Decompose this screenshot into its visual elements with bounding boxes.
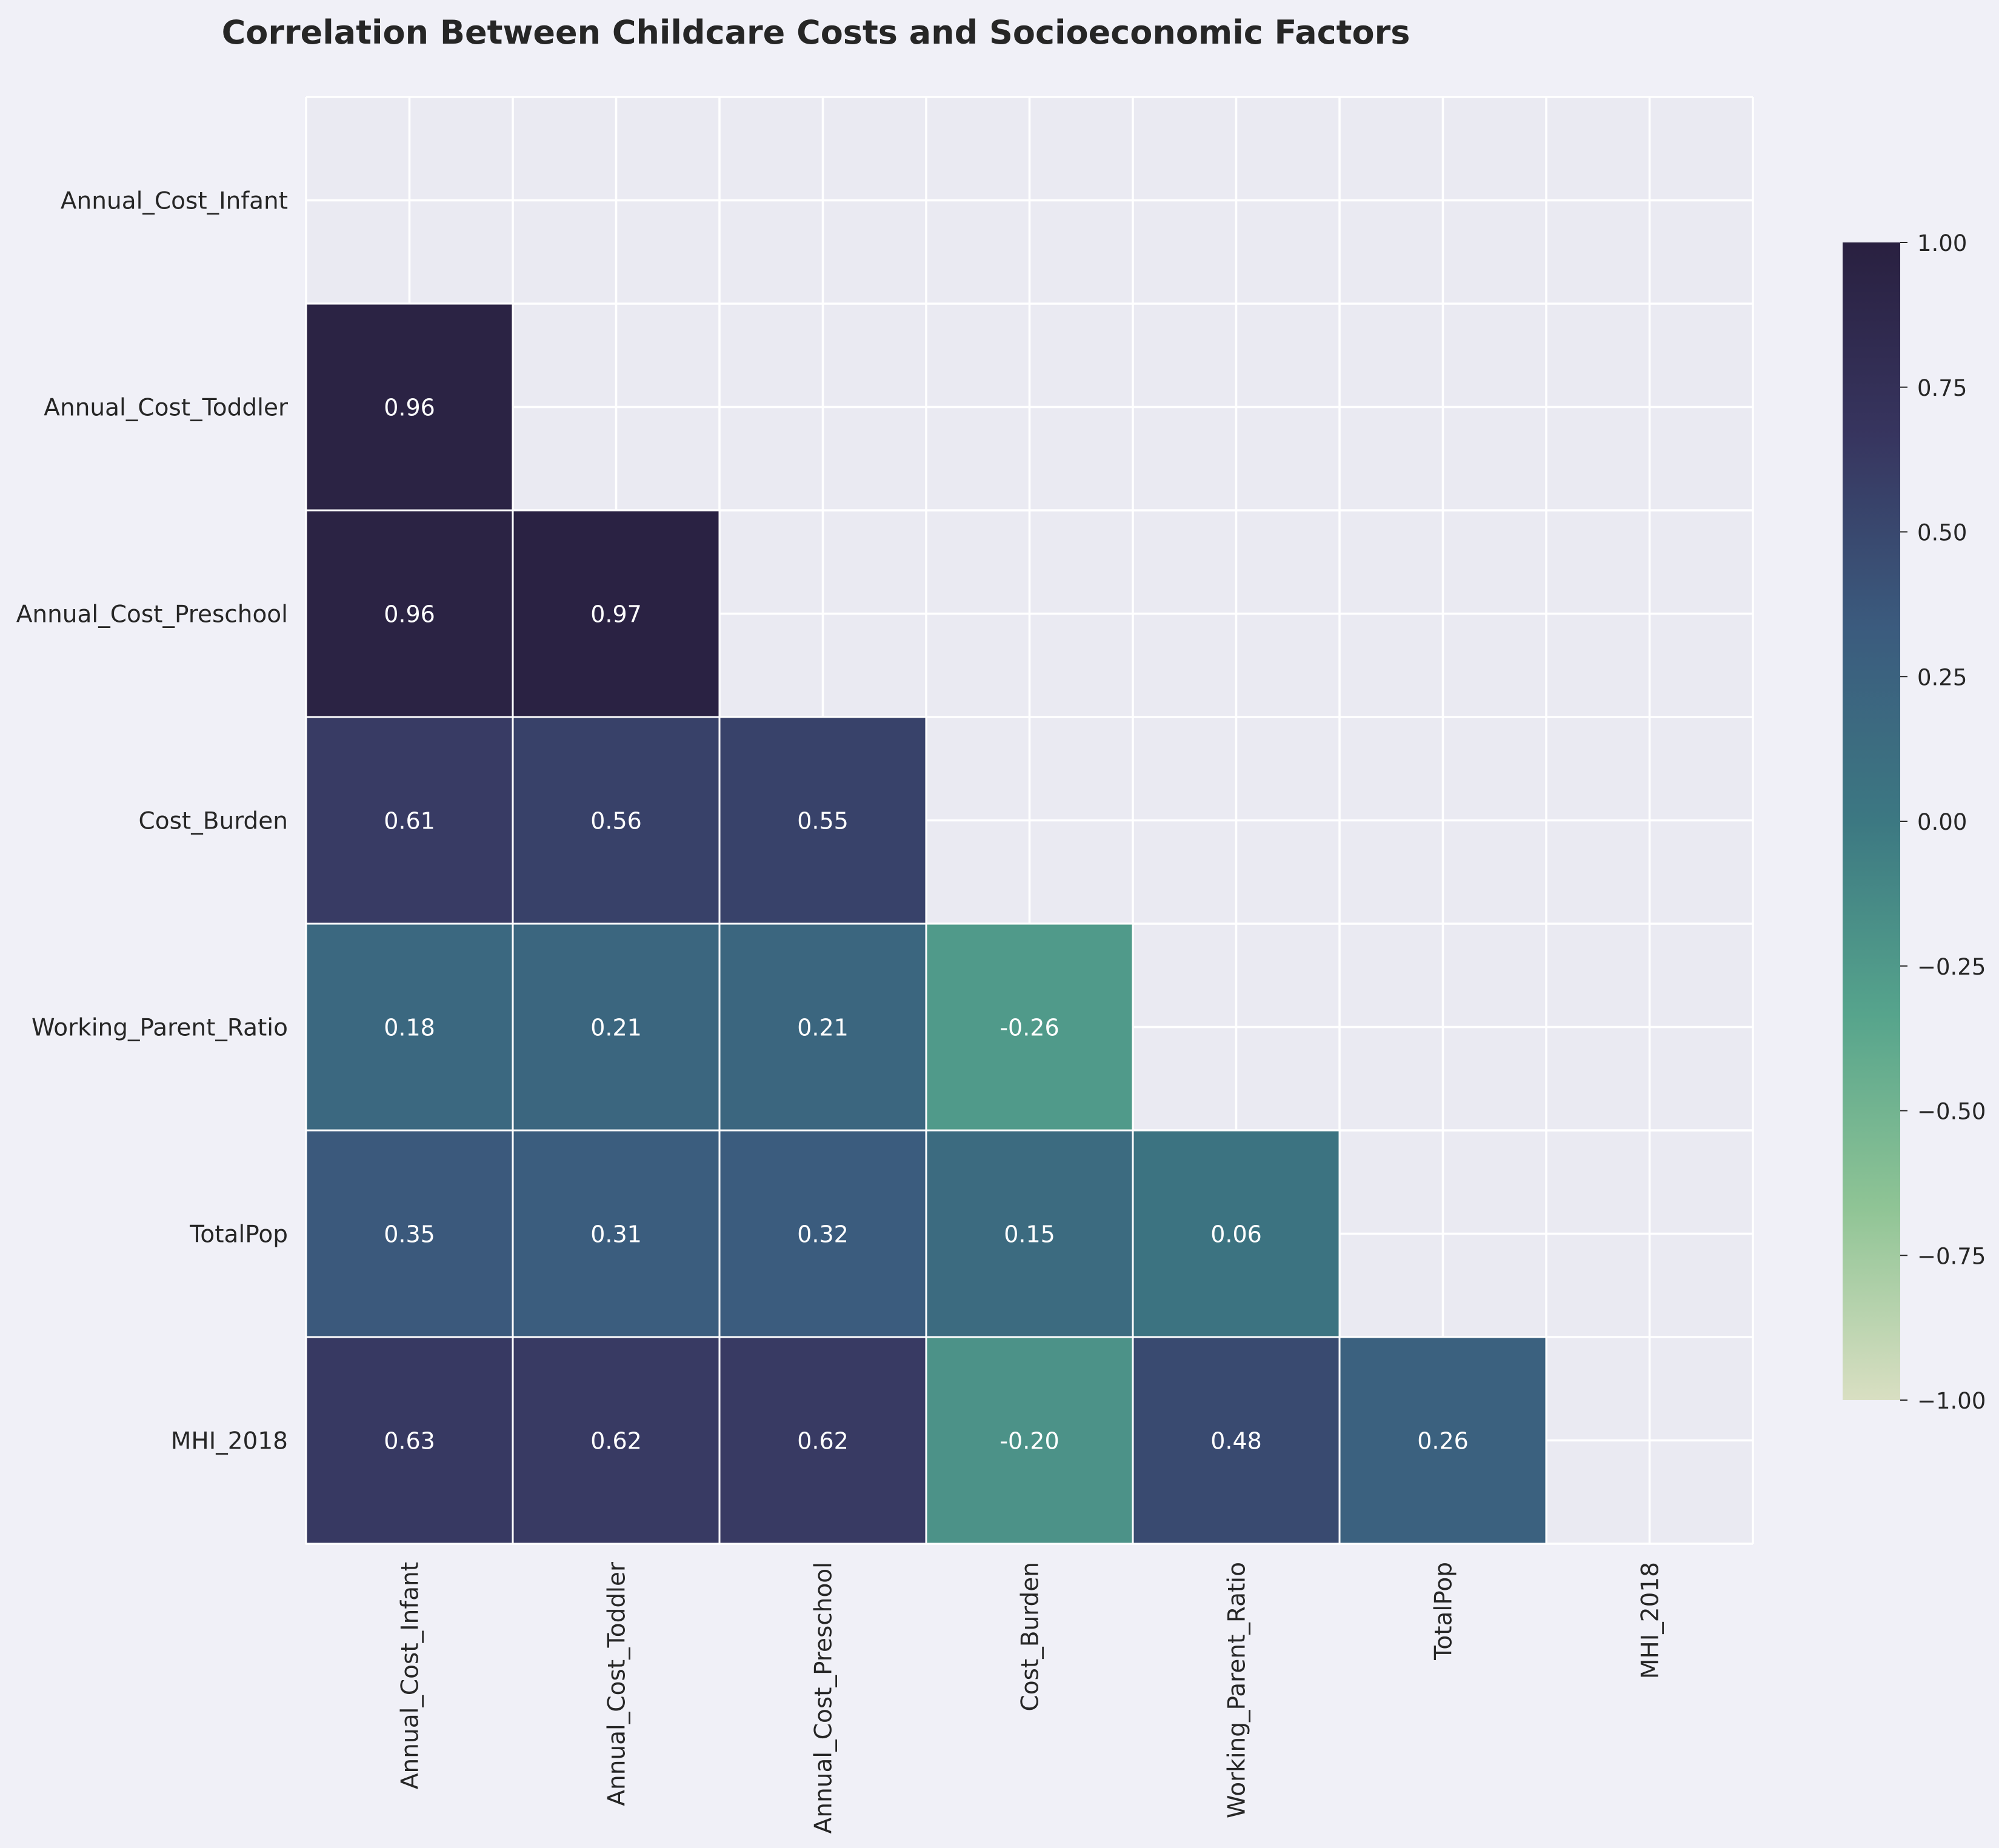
cell-value-label: 0.48 [1210,1428,1262,1455]
x-tick-label: TotalPop [1430,1562,1458,1661]
colorbar: 1.00 0.75 0.50 0.25 0.00 −0.25 −0.50 −0.75 −1.00 [1843,230,1986,1414]
colorbar-tick-label: −1.00 [1917,1388,1986,1414]
colorbar-tick-label: 0.50 [1917,520,1967,546]
heatmap-cell-MHI_2018-Working_Parent_Ratio [1132,1336,1341,1545]
x-tick-label: MHI_2018 [1637,1562,1664,1679]
cell-value-label: 0.56 [590,808,642,835]
colorbar-tick-label: 1.00 [1917,230,1967,256]
heatmap-cell-MHI_2018-Cost_Burden [925,1336,1134,1545]
y-tick-label: Annual_Cost_Toddler [44,395,289,422]
colorbar-tick-label: −0.75 [1917,1243,1986,1269]
cell-value-label: 0.35 [384,1221,435,1248]
y-axis-tick-labels: Annual_Cost_Infant Annual_Cost_Toddler Ann… [16,188,289,1455]
heatmap-cells: 0.96 0.96 0.97 0.61 0.56 0.55 0.18 0.21 0.21 -0.2… [305,302,1547,1545]
heatmap-cell-MHI_2018-Annual_Cost_Preschool [718,1336,927,1545]
heatmap-cell-TotalPop-Working_Parent_Ratio [1132,1129,1341,1338]
heatmap-cell-Cost_Burden-Annual_Cost_Infant [305,716,514,925]
cell-value-label: 0.55 [797,808,849,835]
heatmap-cell-Working_Parent_Ratio-Annual_Cost_Toddler [512,922,721,1132]
cell-value-label: 0.62 [590,1428,642,1455]
y-tick-label: Annual_Cost_Preschool [16,601,288,629]
heatmap-cell-MHI_2018-Annual_Cost_Infant [305,1336,514,1545]
chart-title: Correlation Between Childcare Costs and … [222,13,1410,52]
heatmap-cell-TotalPop-Annual_Cost_Toddler [512,1129,721,1338]
colorbar-tick-label: 0.75 [1917,375,1967,401]
cell-value-label: 0.63 [384,1428,435,1455]
heatmap-cell-MHI_2018-Annual_Cost_Toddler [512,1336,721,1545]
cell-value-label: 0.18 [384,1015,435,1041]
colorbar-tick-label: 0.25 [1917,664,1967,690]
cell-value-label: -0.26 [999,1015,1059,1041]
y-tick-label: Cost_Burden [139,808,289,835]
cell-value-label: 0.21 [797,1015,849,1041]
cell-value-label: 0.96 [384,395,435,421]
colorbar-tick-label: −0.25 [1917,954,1986,980]
colorbar-tick-label: 0.00 [1917,809,1967,835]
heatmap-cell-TotalPop-Annual_Cost_Preschool [718,1129,927,1338]
x-tick-label: Annual_Cost_Infant [397,1562,424,1789]
cell-value-label: 0.61 [384,808,435,835]
cell-value-label: 0.21 [590,1015,642,1041]
heatmap-cell-Annual_Cost_Toddler-Annual_Cost_Infant [305,302,514,512]
heatmap-cell-Cost_Burden-Annual_Cost_Preschool [718,716,927,925]
heatmap-cell-Working_Parent_Ratio-Annual_Cost_Infant [305,922,514,1132]
heatmap-cell-TotalPop-Annual_Cost_Infant [305,1129,514,1338]
heatmap-cell-Working_Parent_Ratio-Annual_Cost_Preschool [718,922,927,1132]
y-tick-label: MHI_2018 [171,1428,288,1455]
heatmap-cell-Cost_Burden-Annual_Cost_Toddler [512,716,721,925]
x-tick-label: Annual_Cost_Preschool [810,1562,838,1833]
cell-value-label: 0.96 [384,601,435,628]
x-tick-label: Working_Parent_Ratio [1224,1562,1251,1818]
cell-value-label: 0.06 [1210,1221,1262,1248]
cell-value-label: 0.97 [590,601,642,628]
heatmap-cell-Annual_Cost_Preschool-Annual_Cost_Toddler [512,509,721,718]
colorbar-tick-label: −0.50 [1917,1099,1986,1125]
colorbar-gradient [1843,242,1900,1400]
cell-value-label: 0.32 [797,1221,849,1248]
cell-value-label: 0.26 [1417,1428,1469,1455]
cell-value-label: -0.20 [999,1428,1059,1455]
cell-value-label: 0.31 [590,1221,642,1248]
y-tick-label: TotalPop [189,1221,288,1249]
x-tick-label: Cost_Burden [1017,1562,1044,1712]
y-tick-label: Working_Parent_Ratio [32,1015,288,1042]
x-axis-tick-labels: Annual_Cost_Infant Annual_Cost_Toddler Ann… [397,1561,1664,1833]
heatmap-cell-Annual_Cost_Preschool-Annual_Cost_Infant [305,509,514,718]
y-tick-label: Annual_Cost_Infant [61,188,288,215]
x-tick-label: Annual_Cost_Toddler [604,1561,631,1806]
cell-value-label: 0.62 [797,1428,849,1455]
heatmap-cell-MHI_2018-TotalPop [1338,1336,1547,1545]
heatmap-plot-area: 0.96 0.96 0.97 0.61 0.56 0.55 0.18 0.21 0.21 -0.2… [16,96,1754,1833]
cell-value-label: 0.15 [1004,1221,1055,1248]
